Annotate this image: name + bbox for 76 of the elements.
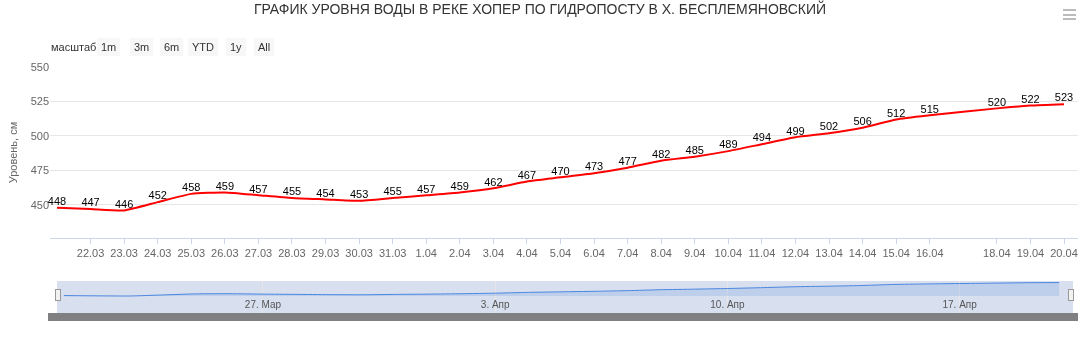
y-tick-label: 525	[30, 95, 49, 108]
x-tick-label: 10.04	[714, 247, 743, 260]
data-label: 485	[685, 143, 704, 156]
text: 1y	[226, 38, 246, 56]
data-label: 454	[316, 186, 335, 199]
data-label: 515	[920, 102, 939, 115]
data-label: 462	[484, 175, 503, 188]
data-label: 482	[652, 148, 671, 161]
data-label: 506	[853, 114, 872, 127]
x-tick-label: 28.03	[278, 247, 306, 260]
y-axis-title: Уровень, см	[7, 121, 20, 184]
y-tick-label: 450	[30, 198, 49, 211]
x-tick-label: 24.03	[143, 247, 172, 260]
data-label: 459	[450, 179, 469, 192]
x-tick-label: 19.04	[1016, 247, 1045, 260]
data-label: 453	[349, 188, 369, 201]
y-tick-label: 550	[30, 60, 49, 73]
data-label: 446	[114, 197, 134, 210]
x-tick-label: 8.04	[650, 247, 672, 260]
x-tick-label: 3.04	[482, 247, 505, 260]
x-tick-label: 7.04	[616, 247, 639, 260]
x-tick-label: 3. Апр	[480, 299, 511, 310]
data-label: 477	[618, 154, 637, 167]
x-tick-label: 13.04	[815, 247, 843, 260]
x-tick-label: 31.03	[378, 247, 407, 260]
text: YTD	[188, 38, 218, 56]
text: масштаб	[50, 40, 98, 55]
x-tick-label: 29.03	[311, 247, 340, 260]
data-label: 458	[182, 181, 201, 194]
chart-title: ГРАФИК УРОВНЯ ВОДЫ В РЕКЕ ХОПЕР ПО ГИДРОПОСТУ В Х. БЕСПЛЕМЯНОВСКИЙ	[253, 0, 827, 17]
data-label: 494	[752, 131, 772, 144]
x-tick-label: 5.04	[549, 247, 572, 260]
x-tick-label: 16.04	[915, 247, 944, 260]
data-label: 473	[584, 160, 604, 173]
x-tick-label: 12.04	[781, 247, 810, 260]
data-label: 502	[819, 120, 839, 133]
text: 3m	[130, 38, 154, 56]
data-label: 457	[417, 182, 436, 195]
x-tick-label: 9.04	[684, 247, 706, 260]
x-tick-label: 18.04	[983, 247, 1011, 260]
data-label: 489	[719, 138, 738, 151]
data-label: 467	[517, 168, 537, 181]
data-label: 470	[551, 164, 570, 177]
data-label: 455	[282, 185, 302, 198]
data-label: 452	[148, 189, 167, 202]
y-tick-label: 500	[30, 129, 49, 142]
data-label: 459	[215, 179, 235, 192]
data-label: 499	[786, 124, 805, 137]
x-tick-label: 27.03	[244, 247, 273, 260]
x-tick-label: 1.04	[415, 247, 437, 260]
data-label: 520	[987, 95, 1007, 108]
data-label: 523	[1054, 91, 1074, 104]
x-tick-label: 10. Апр	[710, 299, 746, 310]
x-tick-label: 15.04	[882, 247, 910, 260]
data-label: 512	[887, 106, 906, 119]
x-tick-label: 2.04	[449, 247, 471, 260]
data-label: 455	[383, 185, 402, 198]
text: All	[254, 38, 275, 56]
x-tick-label: 27. Мар	[244, 299, 282, 310]
x-tick-label: 25.03	[177, 247, 206, 260]
x-tick-label: 11.04	[748, 247, 776, 260]
data-label: 457	[249, 182, 268, 195]
x-tick-label: 30.03	[345, 247, 373, 260]
x-tick-label: 6.04	[583, 247, 605, 260]
x-tick-label: 4.04	[516, 247, 538, 260]
x-tick-label: 26.03	[211, 247, 239, 260]
text: 6m	[160, 38, 184, 56]
text: 1m	[97, 38, 121, 56]
x-tick-label: 14.04	[848, 247, 877, 260]
data-label: 522	[1021, 92, 1040, 105]
x-tick-label: 20.04	[1050, 247, 1078, 260]
x-tick-label: 17. Апр	[942, 299, 978, 310]
data-label: 447	[81, 196, 100, 209]
x-tick-label: 22.03	[76, 247, 105, 260]
y-tick-label: 475	[30, 164, 49, 177]
x-tick-label: 23.03	[110, 247, 138, 260]
